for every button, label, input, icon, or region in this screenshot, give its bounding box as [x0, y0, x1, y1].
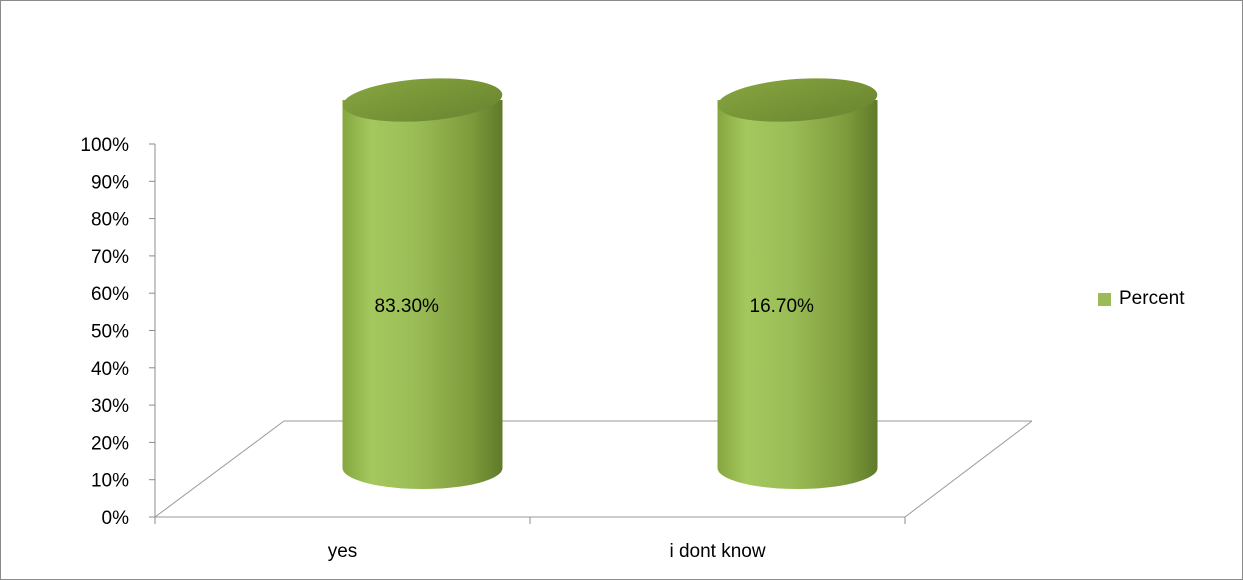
y-tick-label: 80% [91, 210, 129, 231]
bar-cylinder-top [342, 78, 503, 122]
floor-right-edge [904, 420, 1033, 518]
bar-cylinder-body [342, 100, 503, 490]
y-tick-label: 90% [91, 172, 129, 193]
legend-swatch [1098, 292, 1111, 306]
y-tick-label: 40% [91, 359, 129, 380]
x-category-label: i dont know [669, 541, 765, 562]
legend-label-percent: Percent [1119, 288, 1185, 309]
y-tick-label: 0% [102, 508, 130, 529]
bar-cylinder [717, 78, 878, 490]
y-tick-label: 100% [80, 135, 129, 156]
y-tick-label: 10% [91, 471, 129, 492]
legend: Percent [1098, 288, 1184, 310]
bar-data-label: 16.70% [750, 296, 815, 317]
y-tick-label: 20% [91, 433, 129, 454]
y-tick-label: 50% [91, 322, 129, 343]
y-tick-label: 60% [91, 284, 129, 305]
floor-left-edge [154, 420, 285, 518]
bar-data-label: 83.30% [375, 296, 440, 317]
y-tick-label: 70% [91, 247, 129, 268]
bar-cylinder [342, 78, 503, 490]
bar-cylinder-body [717, 100, 878, 490]
bar-cylinder-top [717, 78, 878, 122]
y-tick-label: 30% [91, 396, 129, 417]
x-category-label: yes [328, 541, 358, 562]
